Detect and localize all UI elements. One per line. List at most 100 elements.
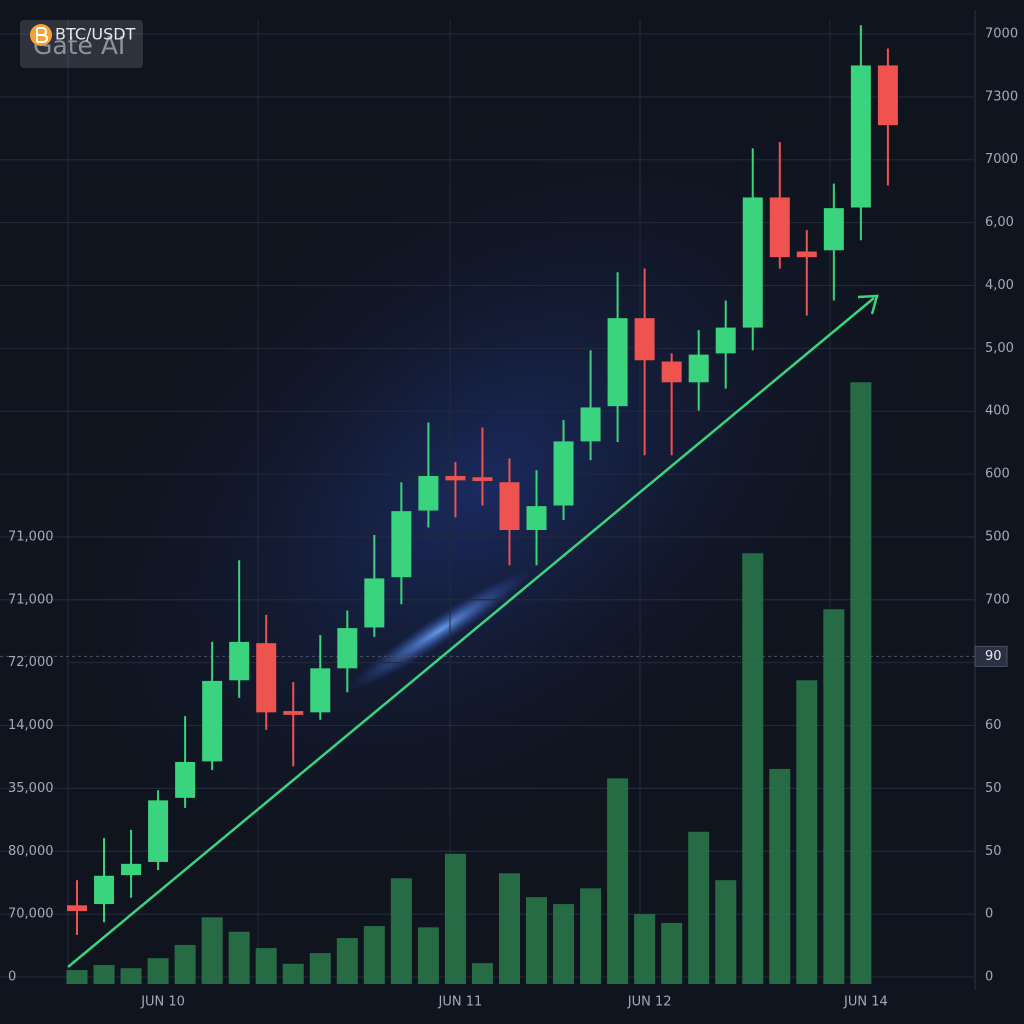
volume-bar (282, 963, 304, 984)
volume-bar (688, 831, 710, 984)
y2-tick-label: 60 (985, 718, 1002, 733)
y2-tick-label: 400 (985, 404, 1010, 419)
y2-tick-label: 7300 (985, 89, 1018, 104)
y2-tick-label: 6,00 (985, 215, 1014, 230)
candle-body (256, 643, 277, 713)
x-tick-label: JUN 14 (843, 995, 888, 1010)
y-tick-label: 70,000 (8, 907, 54, 922)
volume-bar (417, 927, 439, 984)
candle-body (607, 318, 628, 407)
candle-body (526, 506, 547, 531)
y2-tick-label: 0 (985, 907, 993, 922)
y2-tick-label: 7000 (985, 152, 1018, 167)
volume-bar (607, 778, 629, 984)
candle-body (850, 65, 871, 208)
candle-body (796, 251, 817, 258)
volume-bar (634, 914, 656, 984)
candle-body (418, 475, 439, 511)
y2-tick-label: 50 (985, 844, 1002, 859)
y-tick-label: 14,000 (8, 718, 54, 733)
candle-body (472, 477, 493, 481)
candle-body (121, 863, 142, 876)
volume-bar (174, 944, 196, 984)
volume-bar (580, 888, 602, 984)
candle-body (769, 197, 790, 258)
chart-title: BTC/USDT (55, 25, 136, 44)
volume-bar (498, 873, 520, 984)
volume-bar (255, 948, 277, 984)
candle-body (202, 680, 223, 762)
candle-body (634, 318, 655, 361)
candle-body (391, 511, 412, 578)
volume-bar (147, 958, 169, 984)
candle-body (877, 65, 898, 126)
x-tick-label: JUN 10 (140, 995, 185, 1010)
y2-tick-label: 5,00 (985, 341, 1014, 356)
volume-bar (553, 904, 575, 984)
y2-tick-label: 4,00 (985, 278, 1014, 293)
candle-body (310, 668, 331, 713)
candle-body (67, 905, 87, 911)
candle-body (553, 441, 574, 506)
candle-body (715, 327, 736, 354)
y2-tick-label: 700 (985, 592, 1010, 607)
price-label: 90 (985, 649, 1002, 664)
y2-tick-label: 0 (985, 970, 993, 985)
y2-tick-label: 500 (985, 529, 1010, 544)
volume-bar (444, 853, 466, 984)
volume-bar (850, 382, 872, 984)
candle-body (688, 354, 709, 383)
volume-bar (66, 970, 88, 984)
volume-bar (661, 922, 683, 984)
volume-bar (336, 938, 358, 984)
candle-body (229, 641, 250, 681)
candle-body (283, 711, 304, 715)
bitcoin-glyph (36, 27, 49, 43)
volume-bar (526, 897, 548, 984)
volume-bar (309, 953, 331, 984)
y-tick-label: 71,000 (8, 592, 54, 607)
axis-labels: 0 70,000 80,000 35,000 14,000 72,000 71,000 71,… (8, 27, 1018, 1010)
y-tick-label: 71,000 (8, 529, 54, 544)
volume-bar (390, 878, 412, 984)
candle-body (337, 628, 358, 669)
x-tick-label: JUN 11 (438, 995, 483, 1010)
candle-body (823, 208, 844, 251)
volume-bars (66, 382, 872, 984)
candle-body (499, 482, 520, 531)
volume-bar (823, 609, 845, 984)
volume-bar (120, 968, 142, 984)
candle-body (742, 197, 763, 328)
volume-bar (363, 926, 385, 984)
volume-bar (201, 917, 223, 984)
candle-body (364, 578, 385, 628)
header: Gate AI BTC/USDT (20, 20, 143, 68)
volume-bar (796, 680, 818, 984)
candle-body (94, 875, 115, 905)
price-label-box (974, 645, 1008, 667)
y-tick-label: 35,000 (8, 781, 54, 796)
x-tick-label: JUN 12 (627, 995, 672, 1010)
volume-bar (93, 965, 115, 984)
y-tick-label: 0 (8, 970, 16, 985)
candle-body (445, 475, 466, 481)
candle-body (580, 407, 601, 442)
y2-tick-label: 7000 (985, 27, 1018, 42)
y2-tick-label: 50 (985, 781, 1002, 796)
y-tick-label: 80,000 (8, 844, 54, 859)
background-glow (99, 81, 941, 839)
volume-bar (715, 880, 737, 984)
volume-bar (769, 768, 791, 984)
volume-bar (471, 963, 493, 984)
y2-tick-label: 600 (985, 467, 1010, 482)
trend-line (67, 297, 875, 968)
candle-body (661, 361, 682, 383)
trend-arrow (67, 294, 879, 968)
vertical-grid (67, 10, 976, 990)
candle-body (175, 761, 196, 798)
y-tick-label: 72,000 (8, 655, 54, 670)
candle-body (148, 800, 169, 862)
volume-bar (228, 931, 250, 984)
